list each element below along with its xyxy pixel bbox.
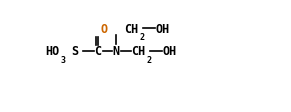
Text: 2: 2 xyxy=(146,56,151,65)
Text: C: C xyxy=(95,45,102,58)
Text: OH: OH xyxy=(162,45,176,58)
Text: OH: OH xyxy=(155,23,170,35)
Text: 2: 2 xyxy=(139,33,144,42)
Text: N: N xyxy=(113,45,120,58)
Text: O: O xyxy=(101,23,108,35)
Text: CH: CH xyxy=(124,23,139,35)
Text: 3: 3 xyxy=(61,56,66,65)
Text: S: S xyxy=(71,45,79,58)
Text: HO: HO xyxy=(45,45,60,58)
Text: CH: CH xyxy=(131,45,145,58)
